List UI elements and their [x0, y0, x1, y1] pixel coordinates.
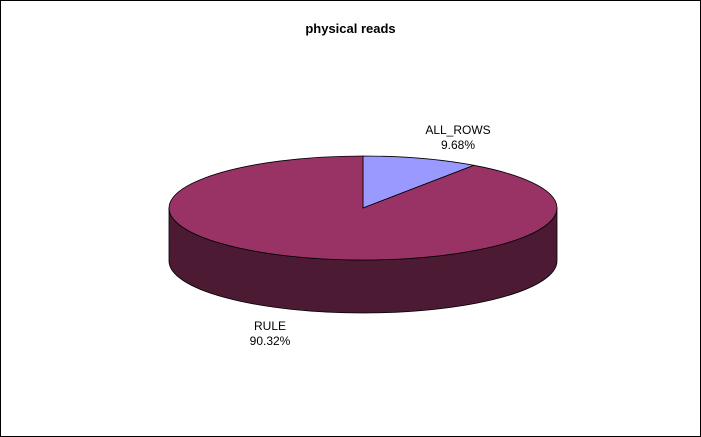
slice-percent-rule: 90.32%	[249, 334, 291, 348]
slice-name-rule: RULE	[253, 319, 286, 333]
slice-label-all-rows: ALL_ROWS 9.68%	[413, 123, 503, 153]
chart-title: physical reads	[305, 21, 396, 36]
pie-slice-all-rows	[362, 155, 476, 209]
slice-name-all-rows: ALL_ROWS	[425, 123, 491, 137]
slice-percent-all-rows: 9.68%	[440, 138, 476, 152]
pie-slice-rule	[168, 155, 558, 261]
slice-label-rule: RULE 90.32%	[238, 319, 302, 349]
